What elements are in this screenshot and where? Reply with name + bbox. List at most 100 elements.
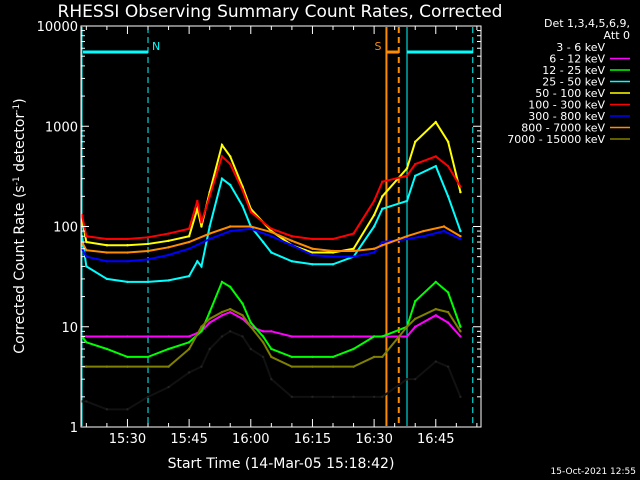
- data-point: [459, 330, 462, 333]
- data-point: [372, 199, 376, 203]
- data-point: [405, 174, 409, 178]
- data-point: [167, 335, 170, 338]
- y-axis-label: Corrected Count Rate (s-1 detector-1): [12, 98, 28, 353]
- data-point: [261, 335, 265, 338]
- data-point: [311, 253, 314, 257]
- data-point: [200, 225, 203, 228]
- data-point: [434, 314, 437, 317]
- data-point: [442, 225, 446, 228]
- data-point: [167, 365, 170, 368]
- data-point: [331, 365, 335, 368]
- data-point: [372, 355, 376, 359]
- series-line: [82, 308, 462, 368]
- legend-label: 6 - 12 keV: [549, 53, 605, 66]
- data-point: [381, 240, 384, 244]
- data-point: [105, 347, 109, 351]
- data-point: [196, 260, 199, 263]
- y-tick-label: 10: [61, 321, 78, 336]
- data-point: [85, 235, 88, 238]
- data-point: [381, 180, 384, 183]
- y-axis-label-part: Corrected Count Rate (s: [12, 185, 28, 353]
- data-point: [261, 341, 265, 344]
- data-point: [381, 395, 384, 399]
- legend-label: 100 - 300 keV: [528, 99, 605, 112]
- data-point: [381, 244, 384, 247]
- legend-label: 50 - 100 keV: [535, 87, 605, 100]
- data-point: [459, 395, 462, 399]
- data-point: [422, 235, 425, 238]
- data-point: [414, 299, 417, 303]
- data-point: [146, 365, 150, 368]
- data-point: [414, 162, 417, 166]
- data-point: [414, 140, 417, 143]
- data-point: [405, 235, 409, 238]
- series-5: [80, 154, 462, 241]
- data-point: [405, 237, 409, 241]
- data-point: [459, 185, 462, 188]
- data-point: [187, 247, 191, 250]
- data-point: [249, 227, 252, 230]
- data-point: [270, 347, 273, 351]
- data-point: [105, 251, 109, 254]
- data-point: [200, 221, 203, 224]
- data-point: [352, 335, 355, 338]
- data-point: [261, 240, 265, 244]
- series-8: [80, 307, 462, 368]
- legend-label: 25 - 50 keV: [542, 76, 605, 89]
- x-tick-label: 16:45: [417, 432, 454, 447]
- data-point: [414, 377, 417, 381]
- data-point: [126, 244, 129, 247]
- data-point: [241, 204, 244, 208]
- data-point: [220, 177, 224, 180]
- data-point: [459, 325, 462, 328]
- data-point: [270, 230, 273, 234]
- series-0: [80, 330, 462, 411]
- data-point: [126, 335, 129, 338]
- data-point: [85, 341, 88, 344]
- data-point: [459, 229, 462, 233]
- data-point: [187, 240, 191, 244]
- data-point: [270, 355, 273, 359]
- data-point: [220, 280, 224, 284]
- data-point: [290, 335, 294, 338]
- data-point: [446, 321, 450, 324]
- data-point: [167, 385, 170, 389]
- data-point: [167, 347, 170, 351]
- data-point: [249, 347, 252, 351]
- data-point: [352, 249, 355, 253]
- data-point: [446, 310, 450, 314]
- y-tick-label: 1: [70, 421, 78, 436]
- x-tick-label: 15:45: [170, 432, 207, 447]
- y-tick-label: 100: [53, 221, 78, 236]
- data-point: [372, 247, 376, 250]
- data-point: [167, 239, 170, 243]
- data-point: [434, 360, 437, 363]
- data-point: [290, 355, 294, 359]
- data-point: [414, 317, 417, 321]
- data-point: [208, 237, 211, 241]
- data-point: [311, 365, 314, 368]
- data-point: [405, 199, 409, 203]
- data-point: [414, 325, 417, 328]
- data-point: [105, 244, 109, 247]
- data-point: [187, 347, 191, 351]
- y-axis-label-part: ): [12, 98, 28, 103]
- data-point: [270, 227, 273, 230]
- data-point: [381, 355, 384, 359]
- data-point: [261, 330, 265, 333]
- data-point: [187, 227, 191, 230]
- data-point: [405, 377, 409, 381]
- data-point: [434, 155, 437, 158]
- data-point: [352, 365, 355, 368]
- data-point: [220, 335, 224, 338]
- data-point: [220, 155, 224, 158]
- data-point: [249, 225, 252, 228]
- legend-header-line: Att 0: [604, 29, 630, 42]
- series-line: [82, 330, 462, 411]
- data-point: [446, 365, 450, 368]
- series-7: [80, 225, 462, 254]
- data-point: [422, 229, 425, 233]
- data-point: [290, 235, 294, 238]
- data-point: [187, 371, 191, 374]
